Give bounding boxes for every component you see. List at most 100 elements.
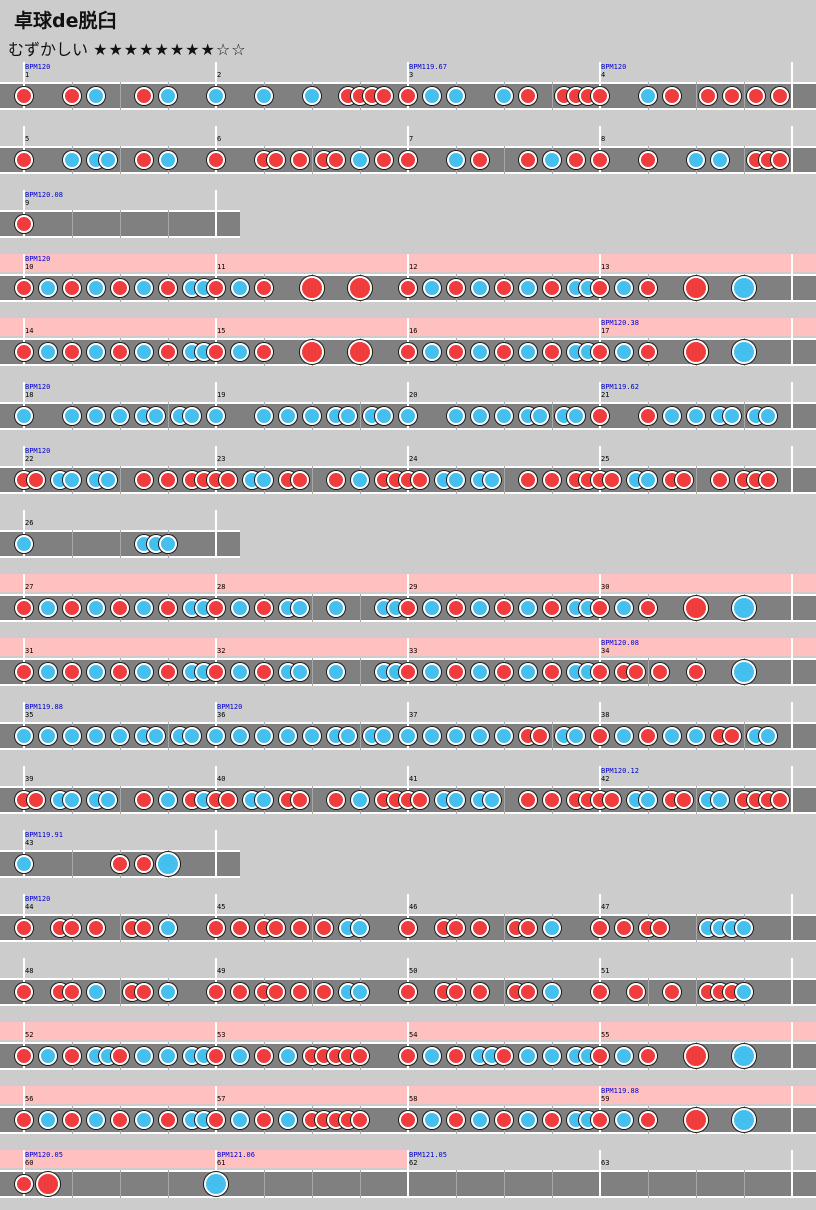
bar-line [791,1150,793,1198]
bar-line [215,62,217,110]
measure-number: 24 [409,455,418,463]
bar-line [791,574,793,622]
don-note [255,663,273,681]
big-don-note [36,1172,60,1196]
ka-note [447,471,465,489]
don-note [15,1047,33,1065]
chart-row: 60 BPM120.05 61 BPM121.06 62 BPM121.05 63 [0,1150,816,1210]
don-note [447,599,465,617]
beat-line [168,210,169,238]
ka-note [423,727,441,745]
beat-line [360,722,361,750]
beat-line [312,914,313,942]
ka-note [447,791,465,809]
bpm-label: BPM120.05 [25,1151,63,1159]
don-note [447,983,465,1001]
ka-note [303,407,321,425]
don-note [351,1047,369,1065]
beat-line [120,146,121,174]
don-note [159,279,177,297]
don-note [15,663,33,681]
ka-note [15,535,33,553]
bpm-label: BPM120 [25,383,51,391]
ka-note [15,855,33,873]
chart-row: 9 BPM120.08 [0,190,816,250]
ka-note [39,343,57,361]
don-note [87,919,105,937]
measure-number: 51 [601,967,610,975]
ka-note [351,471,369,489]
bar-line [599,382,601,430]
bar-line [791,318,793,366]
beat-line [312,978,313,1006]
ka-note [207,407,225,425]
ka-note [375,407,393,425]
bar-line [23,702,25,750]
don-note [651,663,669,681]
bar-line [23,638,25,686]
chart-row: 27 28 29 30 [0,574,816,634]
ka-note [135,663,153,681]
ka-note [495,87,513,105]
measure-number: 36 [217,711,226,719]
chart-row: 35 BPM119.88 36 BPM120 37 38 [0,702,816,762]
don-note [591,919,609,937]
don-note [207,1047,225,1065]
ka-note [399,407,417,425]
measure-number: 42 [601,775,610,783]
don-note [411,471,429,489]
don-note [663,983,681,1001]
ka-note [183,407,201,425]
ka-note [231,599,249,617]
don-note [111,663,129,681]
ka-note [99,151,117,169]
ka-note [351,983,369,1001]
don-note [207,983,225,1001]
ka-note [339,727,357,745]
don-note [267,151,285,169]
measure-number: 35 [25,711,34,719]
don-note [519,919,537,937]
measure-number: 58 [409,1095,418,1103]
don-note [135,855,153,873]
beat-line [168,722,169,750]
chart-row: 22 BPM120 23 24 25 [0,446,816,506]
bpm-label: BPM120 [25,447,51,455]
don-note [111,599,129,617]
don-note [651,919,669,937]
bar-line [791,62,793,110]
don-note [111,855,129,873]
bar-line [23,1150,25,1198]
big-ka-note [732,276,756,300]
beat-line [120,210,121,238]
ka-note [87,663,105,681]
don-note [207,919,225,937]
ka-note [351,919,369,937]
gogo-band [0,1150,408,1168]
don-note [207,663,225,681]
bar-line [215,254,217,302]
don-note [399,663,417,681]
bar-line [215,830,217,878]
ka-note [519,279,537,297]
measure-number: 1 [25,71,30,79]
ka-note [423,87,441,105]
ka-note [567,727,585,745]
big-don-note [684,1108,708,1132]
big-ka-note [732,340,756,364]
beat-line [456,1170,457,1198]
beat-line [744,722,745,750]
bar-line [599,62,601,110]
bar-line [215,126,217,174]
don-note [471,983,489,1001]
don-note [231,983,249,1001]
don-note [135,791,153,809]
don-note [15,87,33,105]
beat-line [696,914,697,942]
ka-note [615,727,633,745]
ka-note [423,343,441,361]
beat-line [744,1170,745,1198]
don-note [591,343,609,361]
don-note [255,599,273,617]
big-don-note [684,340,708,364]
